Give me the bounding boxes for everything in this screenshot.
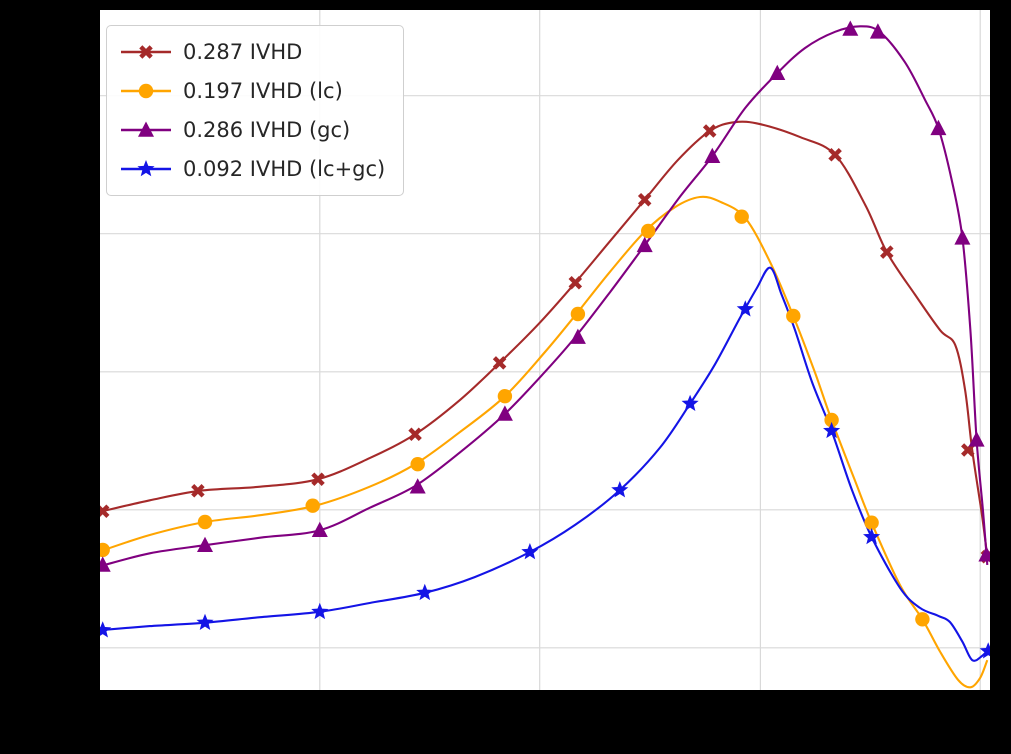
circle-marker-icon	[121, 83, 171, 99]
triangle-marker-icon	[121, 121, 171, 137]
legend-item: 0.287 IVHD	[119, 35, 385, 69]
legend-item: 0.286 IVHD (gc)	[119, 113, 385, 147]
legend-item: 0.092 IVHD (lc+gc)	[119, 152, 385, 186]
plot-area: 0.287 IVHD 0.197 IVHD (lc) 0.286 IVHD (g…	[100, 10, 990, 690]
legend: 0.287 IVHD 0.197 IVHD (lc) 0.286 IVHD (g…	[106, 25, 405, 196]
star-marker-icon	[121, 160, 171, 177]
line-chart	[100, 10, 990, 690]
legend-label: 0.286 IVHD (gc)	[183, 117, 351, 142]
legend-label: 0.287 IVHD	[183, 39, 303, 64]
legend-label: 0.092 IVHD (lc+gc)	[183, 156, 386, 181]
x-marker-icon	[121, 45, 171, 59]
legend-label: 0.197 IVHD (lc)	[183, 78, 343, 103]
legend-item: 0.197 IVHD (lc)	[119, 74, 385, 108]
